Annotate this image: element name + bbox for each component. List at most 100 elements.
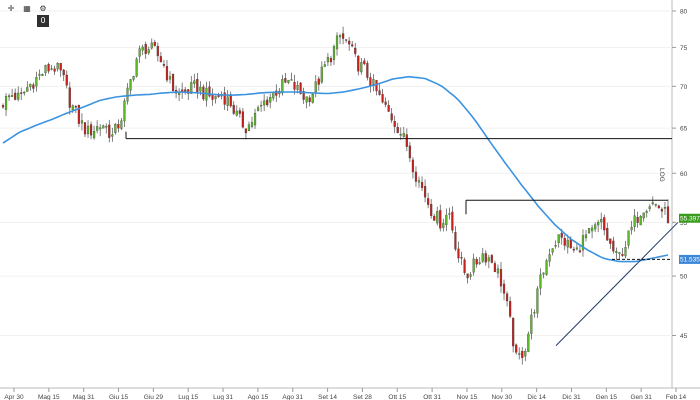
candle-body [660,208,664,212]
candle-body [317,78,320,85]
x-tick-label: Lug 15 [178,394,198,400]
x-tick-label: Gen 15 [596,394,618,400]
candle-body [162,63,166,66]
candle-body [502,283,506,294]
candle-body [609,238,612,244]
candle-body [138,48,141,57]
candle-body [320,66,323,83]
y-tick-label: 75 [680,45,688,52]
candle-body [578,250,582,253]
candle-body [65,74,68,86]
y-tick-label: 80 [680,9,688,16]
candle-body [284,78,287,83]
candle-body [120,120,123,129]
candle-body [86,125,90,135]
candle-body [363,60,366,65]
candle-body [190,82,193,94]
scale-label[interactable]: LOG [658,168,665,182]
candles [1,26,670,365]
candle-body [193,80,196,84]
candle-body [293,82,296,90]
candle-body [50,68,53,70]
candle-body [469,274,472,277]
candle-body [77,105,81,124]
candle-body [56,63,59,70]
grid-icon[interactable]: ▦ [23,4,31,13]
x-tick-label: Ott 15 [388,394,406,400]
candle-body [171,74,175,92]
candle-body [135,58,138,77]
candle-body [129,79,132,91]
candle-body [524,351,527,357]
candle-body [53,68,56,72]
price-badge-label: 51.5358 [680,257,700,264]
candle-body [472,258,475,273]
candle-body [557,234,560,244]
candle-body [99,127,102,130]
candle-body [311,94,314,103]
y-tick-label: 65 [680,126,688,133]
candle-body [305,96,308,103]
candle-body [263,100,266,106]
candle-body [563,238,566,246]
candle-body [402,133,405,137]
candle-body [338,35,342,38]
candle-body [378,90,381,95]
candle-body [41,74,44,76]
x-tick-label: Giu 15 [109,394,129,400]
x-tick-label: Ago 15 [248,394,269,400]
x-tick-label: Mag 15 [38,394,60,400]
candle-body [196,78,199,93]
candle-body [654,204,657,206]
candle-body [308,97,311,102]
candle-body [633,215,636,227]
candle-body [594,224,597,230]
x-tick-label: Giu 29 [144,394,164,400]
candle-body [484,253,487,263]
candle-body [165,66,169,81]
candle-body [445,214,448,226]
candle-body [533,312,536,314]
settings-icon[interactable]: ⚙ [39,4,47,13]
candle-body [102,125,105,129]
candle-body [47,64,50,72]
candle-body [223,92,226,105]
trendline [555,221,679,346]
candle-body [348,40,351,45]
candle-body [199,86,202,92]
candle-body [83,122,87,135]
candle-body [420,182,424,188]
x-tick-label: Lug 31 [213,394,233,400]
candle-body [542,272,545,275]
candle-body [600,219,603,223]
candle-body [414,171,418,182]
candle-body [108,124,111,138]
candle-body [68,87,71,108]
candle-body [126,87,129,102]
candle-body [390,113,393,121]
candle-body [624,247,627,257]
price-badge-label: 55.3970 [680,216,700,223]
candle-body [606,228,609,241]
candle-body [153,41,156,46]
candle-body [572,248,575,251]
x-tick-label: Dic 31 [562,394,581,400]
candle-body [490,255,493,263]
candle-body [29,83,32,88]
zero-button[interactable]: 0 [37,15,49,27]
candle-body [1,105,5,108]
drawn-lines [125,131,679,346]
candle-body [299,82,302,94]
candle-body [427,198,430,205]
candle-body [581,235,585,251]
candle-body [545,260,548,275]
candle-body [666,206,670,224]
candle-body [214,95,217,100]
candle-body [357,55,360,72]
candle-body [275,90,278,96]
candle-body [105,126,108,128]
candle-body [141,46,144,51]
crosshair-icon[interactable]: ✛ [7,4,15,13]
y-tick-label: 70 [680,84,688,91]
